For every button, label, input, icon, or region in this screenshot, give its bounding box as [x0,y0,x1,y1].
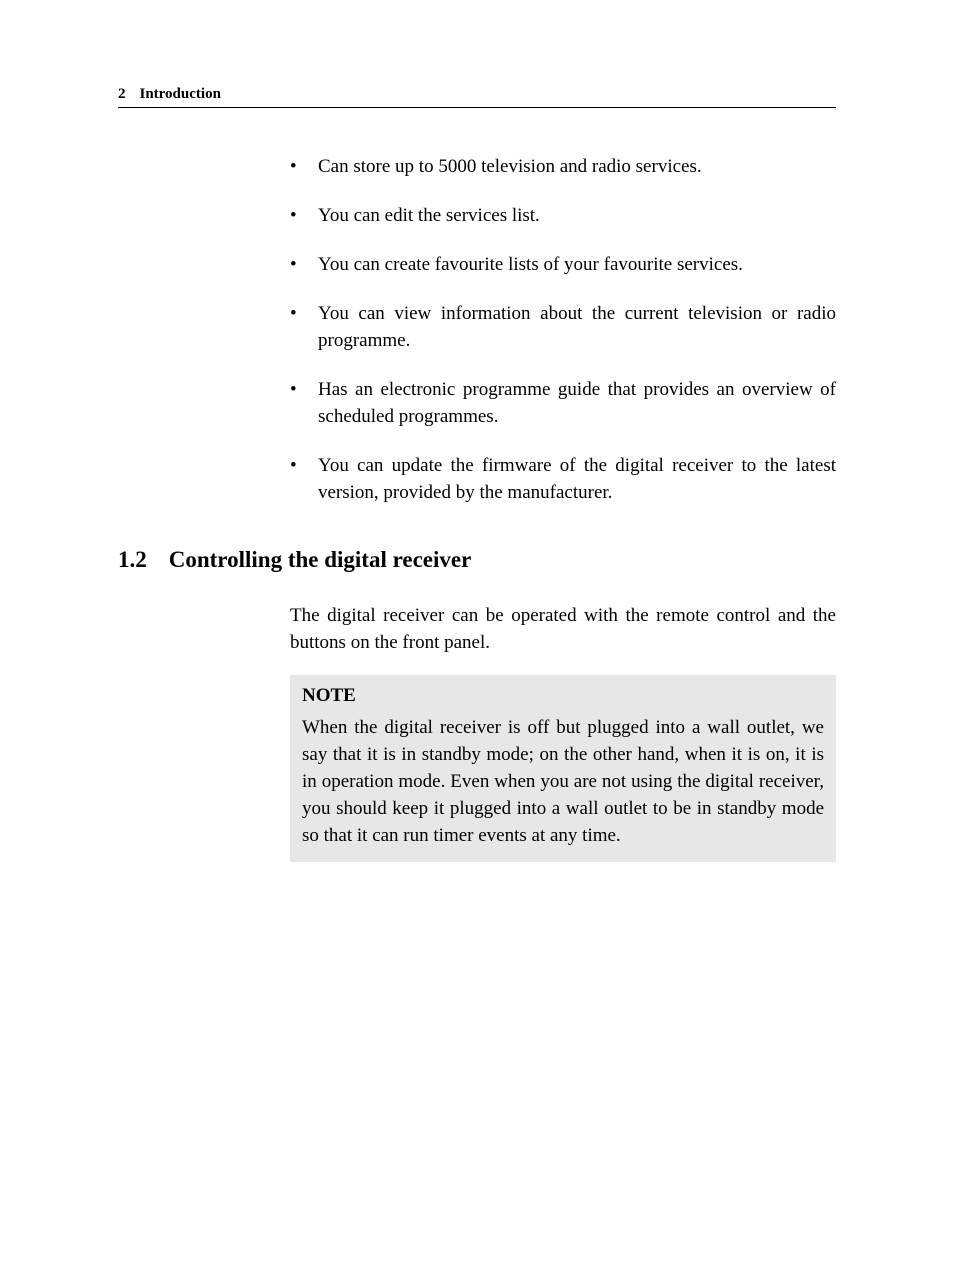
feature-item: Can store up to 5000 television and radi… [290,154,836,181]
section-body: The digital receiver can be operated wit… [290,603,836,862]
feature-list: Can store up to 5000 television and radi… [290,154,836,507]
note-label: NOTE [302,685,824,707]
section-heading: 1.2 Controlling the digital receiver [118,547,836,573]
note-body: When the digital receiver is off but plu… [302,715,824,850]
body-column: Can store up to 5000 television and radi… [290,154,836,507]
feature-item: You can create favourite lists of your f… [290,252,836,279]
section-number: 1.2 [118,547,147,573]
feature-item: Has an electronic programme guide that p… [290,377,836,431]
running-header: 2 Introduction [118,86,836,108]
section-title: Controlling the digital receiver [169,547,472,573]
feature-item: You can update the firmware of the digit… [290,453,836,507]
note-box: NOTE When the digital receiver is off bu… [290,675,836,862]
page: 2 Introduction Can store up to 5000 tele… [0,0,954,1272]
feature-item: You can view information about the curre… [290,301,836,355]
page-number: 2 [118,86,126,103]
section-intro-paragraph: The digital receiver can be operated wit… [290,603,836,657]
feature-item: You can edit the services list. [290,203,836,230]
chapter-title: Introduction [140,86,221,103]
